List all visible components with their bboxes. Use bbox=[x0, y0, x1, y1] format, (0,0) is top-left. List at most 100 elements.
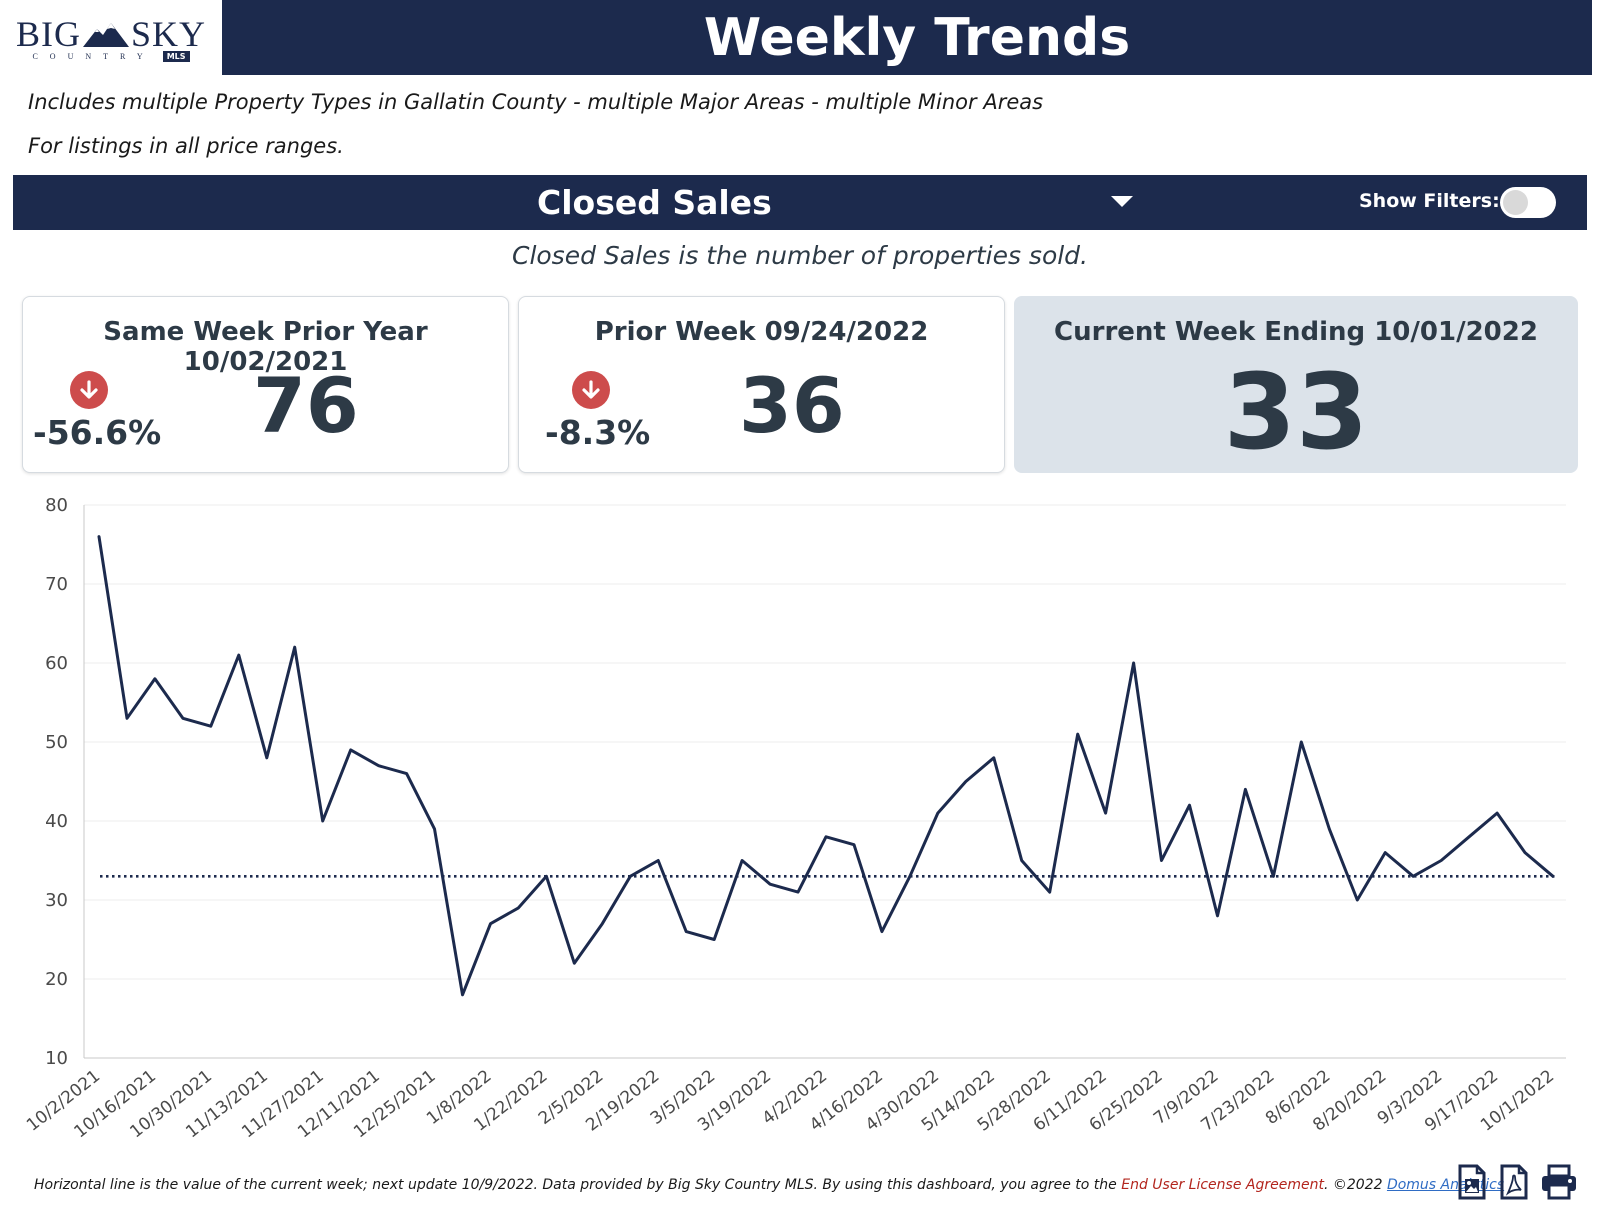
data-point bbox=[1411, 874, 1415, 878]
data-point bbox=[97, 535, 101, 539]
data-point bbox=[1188, 803, 1192, 807]
description-line-1: Includes multiple Property Types in Gall… bbox=[28, 90, 1044, 114]
data-point bbox=[125, 716, 129, 720]
card-title: Same Week Prior Year 10/02/2021 bbox=[103, 317, 428, 377]
description-line-2: For listings in all price ranges. bbox=[28, 134, 344, 158]
data-point bbox=[740, 859, 744, 863]
data-point bbox=[1271, 874, 1275, 878]
logo: BIG SKY COUNTRY MLS bbox=[0, 0, 222, 75]
data-point bbox=[796, 890, 800, 894]
data-point bbox=[656, 859, 660, 863]
y-tick-label: 20 bbox=[45, 969, 68, 990]
card-prior-year: Same Week Prior Year 10/02/2021 -56.6% 7… bbox=[22, 296, 509, 473]
data-point bbox=[265, 756, 269, 760]
y-tick-label: 40 bbox=[45, 811, 68, 832]
data-point bbox=[684, 930, 688, 934]
y-tick-label: 10 bbox=[45, 1048, 68, 1069]
data-point bbox=[1523, 851, 1527, 855]
data-point bbox=[1439, 859, 1443, 863]
down-arrow-icon bbox=[70, 371, 108, 409]
y-tick-label: 30 bbox=[45, 890, 68, 911]
data-point bbox=[1467, 835, 1471, 839]
data-point bbox=[293, 645, 297, 649]
toggle-knob bbox=[1503, 190, 1528, 215]
export-pdf-icon[interactable] bbox=[1500, 1164, 1528, 1200]
title-bar: Weekly Trends bbox=[222, 0, 1592, 75]
data-point bbox=[936, 811, 940, 815]
series-line bbox=[97, 535, 1555, 997]
data-point bbox=[992, 756, 996, 760]
data-point bbox=[908, 874, 912, 878]
chevron-down-icon[interactable] bbox=[1111, 196, 1133, 207]
footer-text: Horizontal line is the value of the curr… bbox=[34, 1177, 1122, 1193]
mountain-icon bbox=[82, 23, 129, 47]
metric-description: Closed Sales is the number of properties… bbox=[511, 241, 1088, 270]
footer-copyright: . ©2022 bbox=[1323, 1177, 1387, 1193]
data-point bbox=[321, 819, 325, 823]
data-point bbox=[628, 874, 632, 878]
card-title: Prior Week 09/24/2022 bbox=[594, 317, 929, 347]
data-point bbox=[461, 993, 465, 997]
data-point bbox=[237, 653, 241, 657]
data-point bbox=[209, 724, 213, 728]
data-point bbox=[712, 938, 716, 942]
data-point bbox=[153, 677, 157, 681]
data-point bbox=[572, 961, 576, 965]
card-change: -56.6% bbox=[33, 413, 162, 452]
data-point bbox=[433, 827, 437, 831]
data-point bbox=[1383, 851, 1387, 855]
data-point bbox=[181, 716, 185, 720]
line-chart: 102030405060708010/2/202110/16/202110/30… bbox=[23, 495, 1566, 1142]
y-tick-label: 60 bbox=[45, 653, 68, 674]
card-current-week: Current Week Ending 10/01/2022 33 bbox=[1014, 296, 1578, 473]
card-value: 76 bbox=[253, 361, 359, 450]
data-point bbox=[1104, 811, 1108, 815]
logo-sub: COUNTRY MLS bbox=[32, 51, 190, 62]
data-point bbox=[1355, 898, 1359, 902]
data-point bbox=[824, 835, 828, 839]
logo-text-right: SKY bbox=[130, 14, 207, 54]
data-point bbox=[1076, 732, 1080, 736]
data-point bbox=[1020, 859, 1024, 863]
data-point bbox=[1132, 661, 1136, 665]
card-value: 36 bbox=[739, 361, 845, 450]
data-point bbox=[1243, 787, 1247, 791]
domus-link[interactable]: Domus Analytics bbox=[1386, 1177, 1505, 1193]
logo-country: COUNTRY bbox=[32, 52, 155, 61]
metric-select[interactable]: Closed Sales bbox=[537, 183, 772, 222]
data-point bbox=[852, 843, 856, 847]
card-change: -8.3% bbox=[545, 413, 651, 452]
logo-text-left: BIG bbox=[15, 14, 81, 54]
page-title: Weekly Trends bbox=[703, 7, 1131, 68]
data-point bbox=[349, 748, 353, 752]
logo-wordmark: BIG SKY bbox=[16, 13, 206, 55]
data-point bbox=[1327, 827, 1331, 831]
data-point bbox=[1551, 874, 1555, 878]
y-tick-label: 70 bbox=[45, 574, 68, 595]
data-point bbox=[964, 780, 968, 784]
data-point bbox=[544, 874, 548, 878]
data-point bbox=[1160, 859, 1164, 863]
metric-bar: Closed Sales Show Filters: bbox=[13, 175, 1587, 230]
data-point bbox=[516, 906, 520, 910]
show-filters-label: Show Filters: bbox=[1359, 190, 1500, 212]
data-point bbox=[1495, 811, 1499, 815]
y-tick-label: 80 bbox=[45, 495, 68, 516]
data-point bbox=[488, 922, 492, 926]
print-icon[interactable] bbox=[1540, 1164, 1578, 1200]
data-point bbox=[768, 882, 772, 886]
data-point bbox=[405, 772, 409, 776]
data-point bbox=[1299, 740, 1303, 744]
data-point bbox=[880, 930, 884, 934]
data-point bbox=[377, 764, 381, 768]
data-point bbox=[600, 922, 604, 926]
y-tick-label: 50 bbox=[45, 732, 68, 753]
data-point bbox=[1048, 890, 1052, 894]
card-value: 33 bbox=[1223, 351, 1369, 473]
export-image-icon[interactable] bbox=[1458, 1164, 1486, 1200]
eula-link[interactable]: End User License Agreement bbox=[1121, 1177, 1324, 1193]
show-filters-toggle[interactable] bbox=[1500, 187, 1556, 218]
footer-note: Horizontal line is the value of the curr… bbox=[34, 1177, 1504, 1193]
card-prior-week: Prior Week 09/24/2022 -8.3% 36 bbox=[518, 296, 1005, 473]
